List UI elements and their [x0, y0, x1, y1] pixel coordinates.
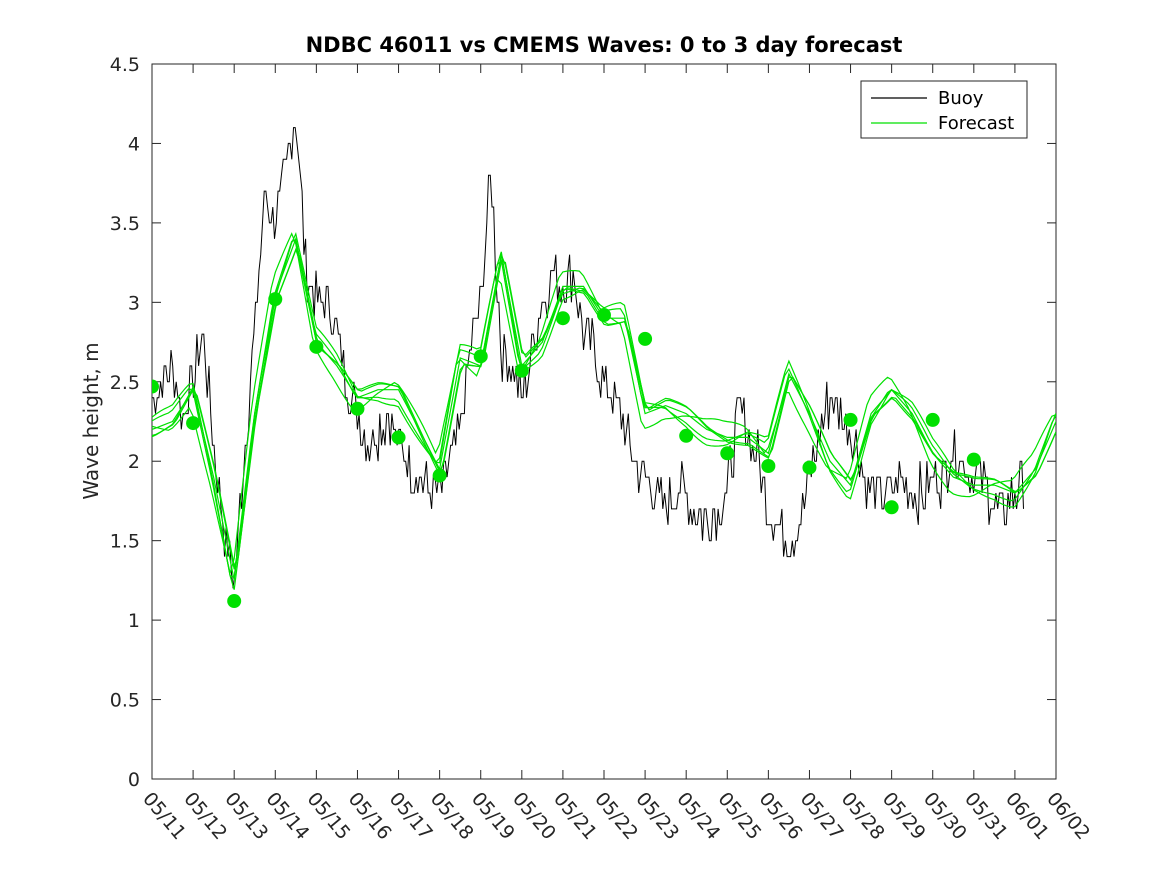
series-group — [152, 127, 1056, 609]
y-tick-label: 3 — [128, 292, 140, 314]
forecast-line — [152, 247, 1056, 570]
y-tick-label: 0.5 — [110, 690, 140, 712]
forecast-marker — [720, 446, 735, 461]
forecast-marker — [268, 292, 283, 307]
forecast-marker — [227, 594, 242, 609]
y-tick-label: 1.5 — [110, 531, 140, 553]
y-tick-label: 2.5 — [110, 372, 140, 394]
chart-title: NDBC 46011 vs CMEMS Waves: 0 to 3 day fo… — [306, 33, 903, 57]
forecast-marker — [555, 311, 570, 326]
forecast-marker — [432, 468, 447, 483]
forecast-marker — [597, 308, 611, 323]
forecast-marker — [925, 412, 940, 427]
forecast-marker — [638, 331, 653, 346]
forecast-marker — [152, 379, 159, 394]
forecast-marker — [350, 401, 365, 416]
y-axis-label: Wave height, m — [79, 342, 103, 499]
plot-area: 00.511.522.533.544.505/1105/1205/1305/14… — [110, 54, 1094, 844]
buoy-line — [152, 127, 1024, 589]
forecast-marker — [761, 458, 776, 473]
forecast-marker — [966, 452, 981, 467]
y-tick-label: 2 — [128, 451, 140, 473]
legend-label: Forecast — [938, 113, 1014, 134]
forecast-marker — [186, 416, 201, 431]
legend-label: Buoy — [938, 88, 984, 109]
forecast-marker — [884, 500, 899, 515]
forecast-marker — [802, 460, 817, 475]
forecast-marker — [514, 363, 529, 378]
legend-box — [860, 80, 1028, 139]
y-tick-label: 4.5 — [110, 54, 140, 76]
y-tick-label: 0 — [128, 769, 140, 791]
forecast-line — [152, 232, 1056, 590]
forecast-marker — [309, 339, 324, 354]
y-tick-label: 4 — [128, 133, 140, 155]
y-tick-label: 3.5 — [110, 213, 140, 235]
y-tick-label: 1 — [128, 610, 140, 632]
forecast-marker — [679, 428, 694, 443]
forecast-marker — [843, 412, 858, 427]
axes-box — [151, 63, 1057, 780]
legend: Buoy Forecast — [860, 80, 1028, 139]
forecast-marker — [391, 430, 406, 445]
forecast-marker — [473, 349, 488, 364]
